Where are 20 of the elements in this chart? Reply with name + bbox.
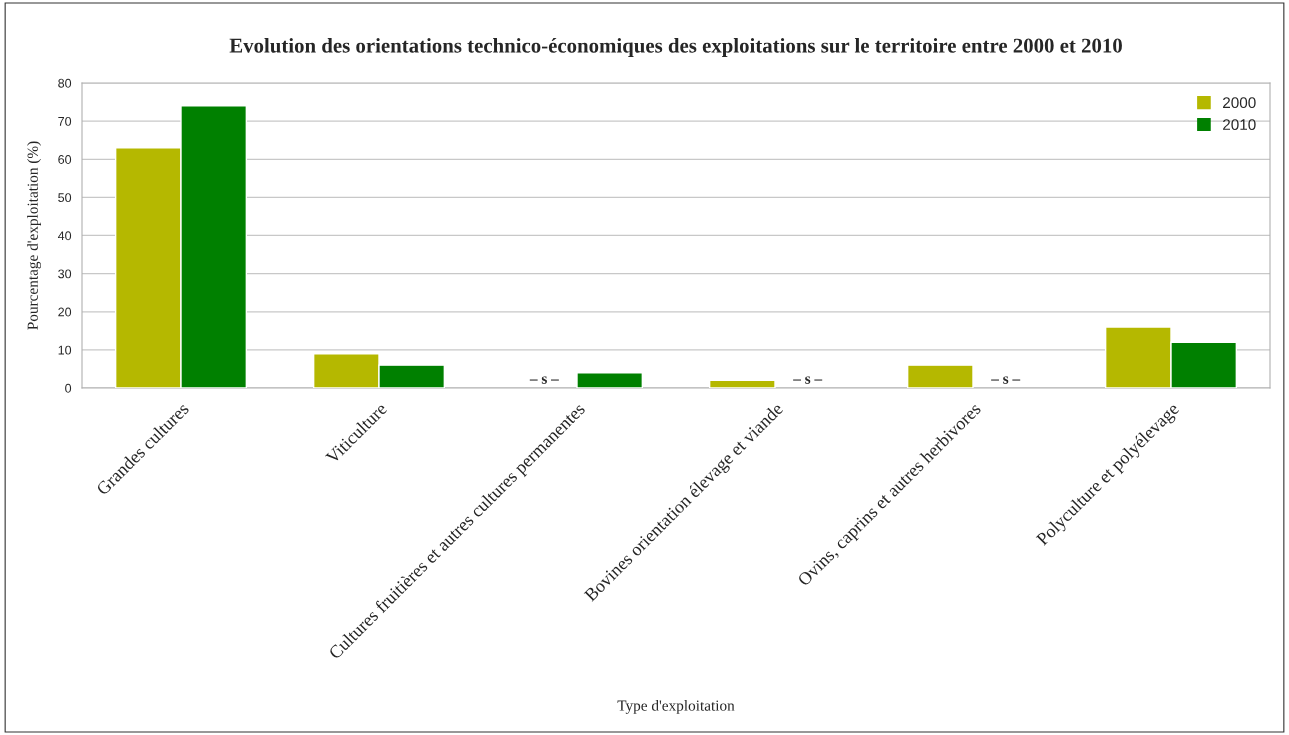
y-tick-label: 20: [58, 307, 72, 317]
y-tick-label: 60: [58, 155, 72, 164]
text: – s –: [991, 376, 1021, 384]
y-tick-label: 70: [58, 116, 72, 126]
legend-label: 2010: [1223, 119, 1256, 131]
y-tick-label: 80: [58, 78, 72, 88]
legend-label: 2000: [1223, 97, 1256, 109]
y-tick-label: 10: [58, 345, 72, 355]
text: – s –: [529, 376, 559, 384]
y-axis-title: Pourcentage d'exploitation (%): [27, 141, 42, 330]
bar: [906, 364, 974, 388]
text: – s –: [793, 376, 823, 384]
bar: [576, 372, 644, 388]
y-tick-label: 40: [57, 231, 72, 241]
y-tick-label: 30: [58, 269, 72, 279]
bar: [708, 379, 776, 388]
y-tick-label: 50: [58, 193, 72, 203]
y-tick-label: 0: [65, 383, 72, 393]
x-axis-title: Type d'exploitation: [617, 700, 735, 714]
chart-title: Evolution des orientations technico-économiques des exploitations sur le territoire entre 2000 et 2010: [229, 37, 1122, 57]
